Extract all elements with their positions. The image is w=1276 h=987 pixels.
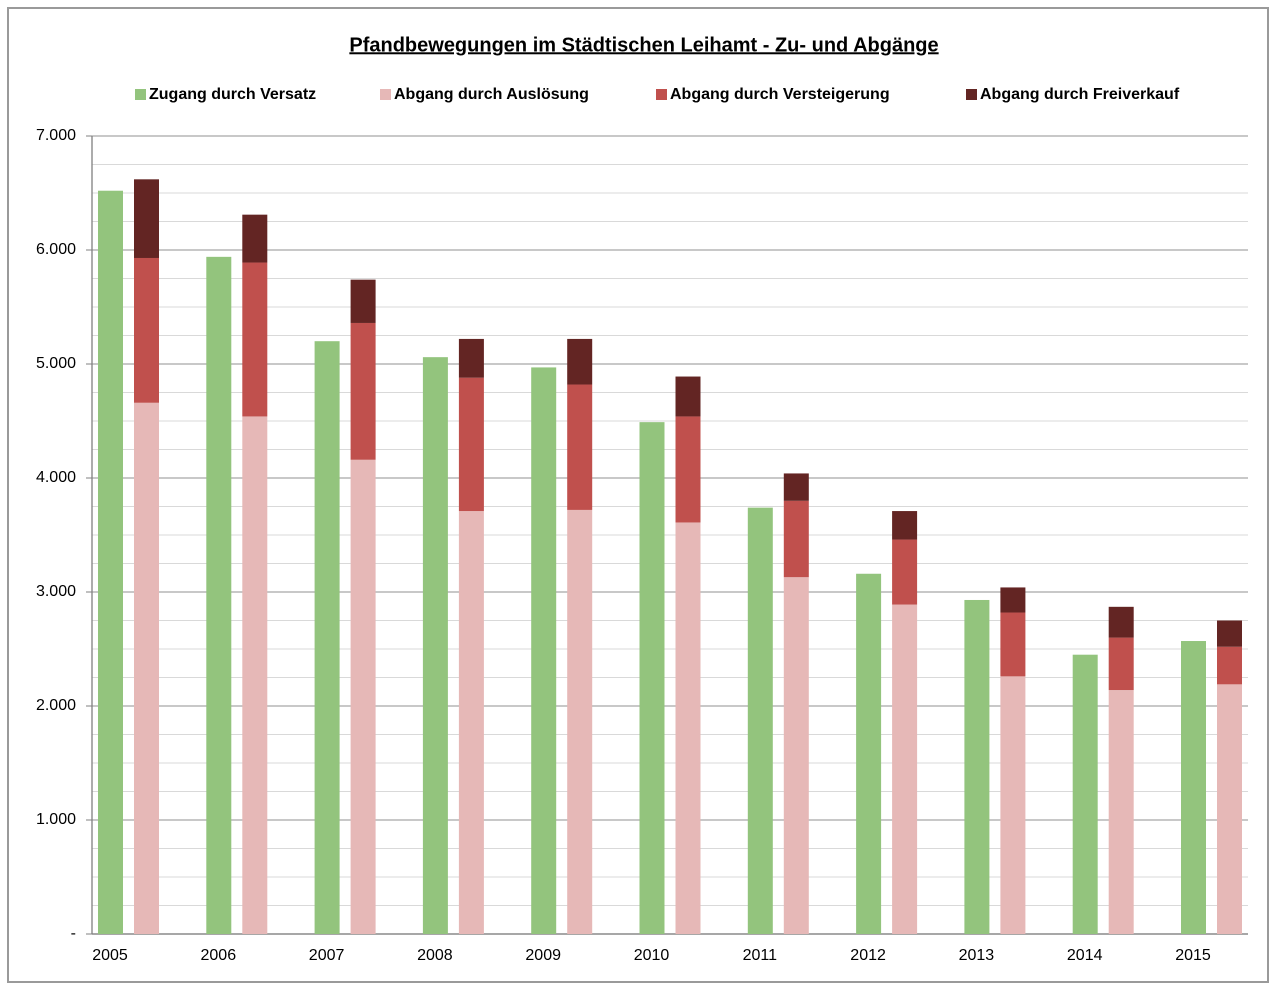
bar-segment xyxy=(242,262,268,417)
bar-segment xyxy=(964,599,990,934)
bar-segment xyxy=(134,257,159,403)
bar-segment xyxy=(892,604,918,934)
bar-segment xyxy=(675,522,701,934)
bar-segment xyxy=(1217,684,1242,934)
bar-segment xyxy=(567,338,593,385)
chart-title: Pfandbewegungen im Städtischen Leihamt -… xyxy=(349,34,938,56)
x-tick-label: 2006 xyxy=(201,947,237,964)
x-tick-label: 2010 xyxy=(634,947,670,964)
bar-segment xyxy=(1217,620,1242,647)
bar-segment xyxy=(350,459,376,934)
bar-segment xyxy=(350,322,376,460)
bar-segment xyxy=(675,376,701,417)
bar-segment xyxy=(783,473,809,501)
legend-swatch xyxy=(135,89,146,100)
bar-segment xyxy=(747,507,773,934)
y-tick-label: 2.000 xyxy=(36,697,76,714)
bar-segment xyxy=(314,341,340,934)
legend-label: Abgang durch Auslösung xyxy=(394,86,589,103)
bar-segment xyxy=(892,511,918,540)
bar-segment xyxy=(458,511,484,934)
y-tick-label: 1.000 xyxy=(36,811,76,828)
bar-segment xyxy=(531,367,557,934)
legend-label: Zugang durch Versatz xyxy=(149,86,316,103)
y-tick-label: 5.000 xyxy=(36,355,76,372)
bar-segment xyxy=(639,422,665,934)
x-tick-label: 2012 xyxy=(850,947,886,964)
x-tick-label: 2009 xyxy=(525,947,561,964)
bar-segment xyxy=(1072,654,1098,934)
y-tick-label: 3.000 xyxy=(36,583,76,600)
bar-segment xyxy=(783,577,809,934)
x-tick-label: 2008 xyxy=(417,947,453,964)
bar-segment xyxy=(350,279,376,323)
x-tick-label: 2014 xyxy=(1067,947,1103,964)
bar-segment xyxy=(892,539,918,605)
x-tick-label: 2005 xyxy=(92,947,128,964)
x-tick-label: 2007 xyxy=(309,947,345,964)
x-tick-label: 2015 xyxy=(1175,947,1211,964)
y-tick-label: 4.000 xyxy=(36,469,76,486)
bar-segment xyxy=(206,256,232,935)
x-tick-label: 2011 xyxy=(743,947,778,964)
bar-segment xyxy=(134,402,159,934)
y-tick-label: 7.000 xyxy=(36,127,76,144)
legend-swatch xyxy=(966,89,977,100)
bar-segment xyxy=(242,214,268,263)
bar-segment xyxy=(422,357,448,934)
bar-segment xyxy=(567,384,593,510)
x-tick-label: 2013 xyxy=(959,947,995,964)
bar-segment xyxy=(1000,587,1026,613)
bar-segment xyxy=(783,500,809,578)
bar-segment xyxy=(242,416,268,934)
bar-segment xyxy=(1108,606,1134,638)
bar-segment xyxy=(1217,646,1242,685)
legend-label: Abgang durch Freiverkauf xyxy=(980,86,1180,103)
bar-segment xyxy=(675,416,701,523)
legend-label: Abgang durch Versteigerung xyxy=(670,86,890,103)
bar-segment xyxy=(458,377,484,512)
bar-segment xyxy=(98,190,123,935)
bar-segment xyxy=(567,509,593,934)
bar-segment xyxy=(1108,637,1134,691)
legend-swatch xyxy=(656,89,667,100)
bar-segment xyxy=(1000,676,1026,934)
bar-segment xyxy=(1181,641,1206,934)
y-tick-label: - xyxy=(71,925,76,942)
bar-segment xyxy=(1000,612,1026,677)
bar-segment xyxy=(856,573,882,934)
bar-segment xyxy=(1108,690,1134,934)
bar-segment xyxy=(134,179,159,258)
y-tick-label: 6.000 xyxy=(36,241,76,258)
bar-segment xyxy=(458,338,484,378)
legend-swatch xyxy=(380,89,391,100)
